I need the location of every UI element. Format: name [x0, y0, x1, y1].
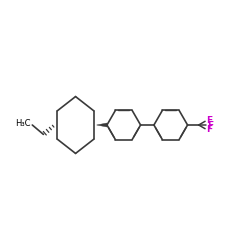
Text: F: F [206, 116, 212, 125]
Polygon shape [96, 123, 107, 127]
Text: F: F [207, 120, 214, 130]
Text: F: F [206, 125, 212, 134]
Text: H₃C: H₃C [15, 119, 31, 128]
